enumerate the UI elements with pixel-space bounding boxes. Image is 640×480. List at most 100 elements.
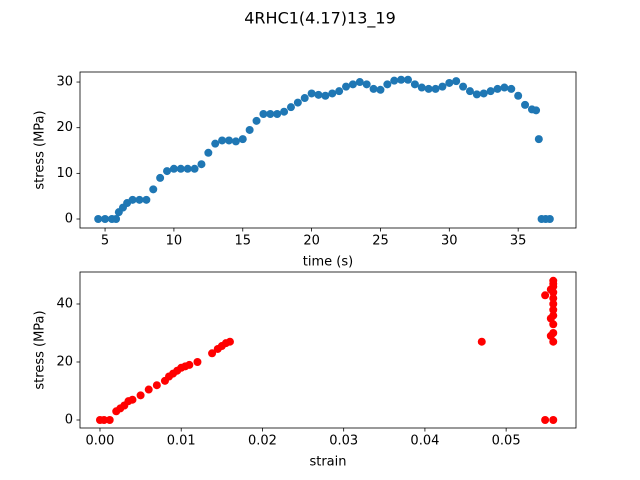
point xyxy=(397,75,406,84)
point xyxy=(479,89,488,98)
x-tick-label: 0.00 xyxy=(86,434,115,449)
point xyxy=(546,314,555,323)
point xyxy=(293,98,302,107)
y-tick-label: 0 xyxy=(65,412,73,427)
point xyxy=(208,349,217,358)
point xyxy=(549,299,558,308)
point xyxy=(149,185,158,194)
point xyxy=(128,395,137,404)
point xyxy=(225,337,234,346)
point xyxy=(328,89,337,98)
point xyxy=(335,87,344,96)
point xyxy=(314,90,323,99)
point xyxy=(204,148,213,157)
point xyxy=(266,110,275,119)
point xyxy=(190,164,199,173)
point xyxy=(362,80,371,89)
point xyxy=(534,135,543,144)
point xyxy=(445,78,454,87)
x-tick-label: 10 xyxy=(166,234,183,249)
point xyxy=(549,415,558,424)
y-tick-label: 10 xyxy=(56,166,73,181)
point xyxy=(355,78,364,87)
axes-frame xyxy=(79,71,577,229)
point xyxy=(383,80,392,89)
point xyxy=(410,80,419,89)
point xyxy=(169,164,178,173)
y-axis-label: stress (MPa) xyxy=(33,310,48,389)
point xyxy=(342,82,351,91)
point xyxy=(211,139,220,148)
point xyxy=(156,173,165,182)
point xyxy=(424,84,433,93)
point xyxy=(273,110,282,119)
point xyxy=(404,75,413,84)
figure-title: 4RHC1(4.17)13_19 xyxy=(244,9,396,29)
point xyxy=(369,84,378,93)
point xyxy=(321,91,330,100)
point xyxy=(163,167,172,176)
point xyxy=(100,415,109,424)
point xyxy=(280,107,289,116)
point xyxy=(176,164,185,173)
x-tick-label: 0.02 xyxy=(248,434,277,449)
point xyxy=(465,87,474,96)
y-tick-label: 20 xyxy=(56,120,73,135)
point xyxy=(493,84,502,93)
point xyxy=(231,137,240,146)
point xyxy=(135,195,144,204)
point xyxy=(541,291,550,300)
y-tick-label: 20 xyxy=(56,354,73,369)
x-axis-label: strain xyxy=(309,455,346,470)
point xyxy=(521,100,530,109)
x-tick-label: 5 xyxy=(101,234,109,249)
point xyxy=(144,385,153,394)
point xyxy=(472,90,481,99)
point xyxy=(348,80,357,89)
point xyxy=(136,391,145,400)
point xyxy=(252,116,261,125)
point xyxy=(549,276,558,285)
point xyxy=(94,215,103,224)
point xyxy=(224,136,233,145)
y-tick-label: 30 xyxy=(56,75,73,90)
point xyxy=(486,87,495,96)
y-tick-label: 40 xyxy=(56,296,73,311)
point xyxy=(101,215,110,224)
point xyxy=(128,195,137,204)
x-axis-label: time (s) xyxy=(303,255,353,270)
point xyxy=(197,160,206,169)
point xyxy=(459,82,468,91)
x-tick-label: 0.03 xyxy=(329,434,358,449)
point xyxy=(286,103,295,112)
point xyxy=(142,195,151,204)
point xyxy=(532,106,541,115)
point xyxy=(431,84,440,93)
point xyxy=(514,91,523,100)
point xyxy=(300,94,309,103)
x-tick-label: 15 xyxy=(234,234,251,249)
x-tick-label: 20 xyxy=(303,234,320,249)
y-tick-label: 0 xyxy=(65,212,73,227)
point xyxy=(507,84,516,93)
axes-frame xyxy=(79,271,577,429)
x-tick-label: 25 xyxy=(372,234,389,249)
x-tick-label: 0.05 xyxy=(492,434,521,449)
point xyxy=(546,285,555,294)
point xyxy=(185,360,194,369)
point xyxy=(193,357,202,366)
point xyxy=(152,381,161,390)
point xyxy=(245,125,254,134)
x-tick-label: 35 xyxy=(510,234,527,249)
point xyxy=(545,215,554,224)
point xyxy=(218,136,227,145)
point xyxy=(376,85,385,94)
point xyxy=(417,83,426,92)
point xyxy=(477,337,486,346)
point xyxy=(183,164,192,173)
point xyxy=(549,305,558,314)
point xyxy=(452,77,461,86)
point xyxy=(112,215,121,224)
